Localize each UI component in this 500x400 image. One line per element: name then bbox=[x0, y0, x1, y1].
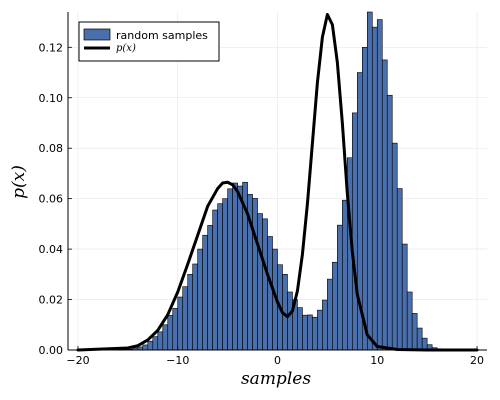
histogram-bar bbox=[252, 198, 258, 351]
histogram-bar bbox=[177, 296, 184, 351]
histogram-bar bbox=[267, 236, 273, 351]
histogram-bar bbox=[332, 261, 338, 351]
histogram-bar bbox=[192, 263, 198, 351]
histogram-bar bbox=[406, 291, 413, 351]
histogram-bar bbox=[411, 313, 418, 351]
histogram-bar bbox=[187, 274, 194, 351]
histogram-bar bbox=[182, 286, 189, 351]
histogram-bar bbox=[401, 243, 408, 351]
histogram-bar bbox=[227, 188, 233, 351]
histogram-bar bbox=[352, 112, 358, 351]
density-curve bbox=[76, 13, 479, 352]
histogram-bar bbox=[167, 315, 174, 351]
histogram-bar bbox=[376, 19, 383, 351]
histogram-bar bbox=[202, 234, 208, 351]
legend-swatch-histogram bbox=[83, 28, 111, 41]
histogram-bar bbox=[172, 308, 179, 351]
x-axis-label: samples bbox=[241, 369, 311, 389]
y-tick-label: 0.00 bbox=[39, 344, 64, 357]
histogram-bar bbox=[381, 59, 388, 351]
histogram-bar bbox=[396, 188, 403, 351]
histogram-bar bbox=[327, 278, 333, 351]
histogram-bar bbox=[371, 26, 378, 351]
y-tick-label: 0.10 bbox=[39, 92, 64, 105]
x-tick-label: 20 bbox=[470, 354, 484, 367]
histogram-bar bbox=[386, 94, 393, 351]
legend-label-curve: p(x) bbox=[116, 43, 136, 54]
histogram-bar bbox=[297, 307, 303, 351]
histogram-bar bbox=[212, 209, 218, 351]
histogram-bar bbox=[287, 291, 293, 351]
legend-box bbox=[78, 21, 220, 62]
histogram-bar bbox=[366, 11, 373, 351]
histogram-bars bbox=[127, 11, 443, 351]
histogram-bar bbox=[302, 314, 308, 351]
histogram-bar bbox=[416, 327, 423, 351]
legend-label-histogram: random samples bbox=[116, 29, 208, 42]
legend: random samples p(x) bbox=[78, 21, 220, 62]
tick-labels: −20 −10 0 10 20 0.00 0.02 0.04 0.06 0.08 0.10 0.12 bbox=[39, 41, 485, 367]
histogram-bar bbox=[317, 309, 323, 351]
histogram-bar bbox=[322, 299, 328, 351]
histogram-bar bbox=[421, 337, 428, 351]
histogram-bar bbox=[337, 224, 343, 351]
histogram-bar bbox=[217, 203, 223, 351]
histogram-bar bbox=[152, 336, 159, 351]
y-tick-label: 0.06 bbox=[39, 193, 64, 206]
histogram-bar bbox=[222, 198, 228, 351]
y-tick-label: 0.08 bbox=[39, 142, 64, 155]
density-curve-group bbox=[76, 13, 479, 352]
histogram-bar bbox=[361, 47, 368, 351]
x-tick-label: −10 bbox=[166, 354, 189, 367]
histogram-bar bbox=[312, 316, 318, 351]
axes bbox=[67, 12, 487, 351]
histogram-bar bbox=[257, 213, 263, 351]
histogram-bar bbox=[157, 331, 164, 351]
histogram-bar bbox=[197, 248, 203, 351]
y-tick-label: 0.12 bbox=[39, 41, 64, 54]
histogram-bar bbox=[162, 324, 169, 351]
x-tick-label: −20 bbox=[66, 354, 89, 367]
y-axis-label: p(x) bbox=[9, 165, 29, 199]
histogram-bar bbox=[391, 142, 398, 351]
histogram-bar bbox=[142, 344, 149, 351]
histogram-bar bbox=[262, 218, 268, 351]
y-tick-label: 0.02 bbox=[39, 294, 64, 307]
histogram-bar bbox=[207, 225, 213, 351]
histogram-bar bbox=[237, 185, 243, 351]
histogram-bar bbox=[147, 340, 154, 351]
histogram-bar bbox=[342, 199, 348, 351]
x-tick-label: 0 bbox=[274, 354, 281, 367]
y-tick-label: 0.04 bbox=[39, 243, 64, 256]
x-tick-label: 10 bbox=[370, 354, 384, 367]
histogram-bar bbox=[232, 182, 238, 351]
histogram-bar bbox=[307, 314, 313, 351]
